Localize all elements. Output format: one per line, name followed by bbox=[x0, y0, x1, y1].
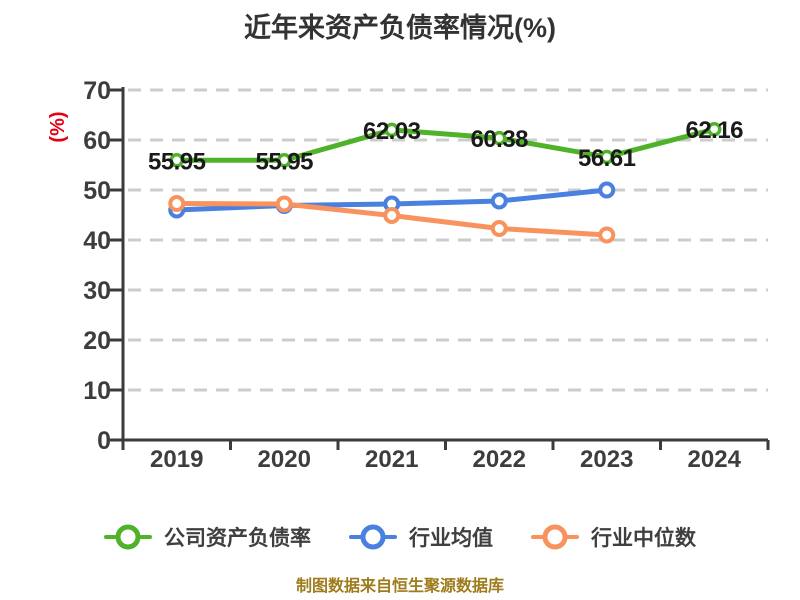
data-source-note: 制图数据来自恒生聚源数据库 bbox=[295, 578, 504, 595]
data-point-company-2019 bbox=[169, 153, 184, 168]
point-label-company-2022: 60.38 bbox=[470, 126, 528, 153]
x-tick-label-2020: 2020 bbox=[258, 446, 311, 473]
chart-title: 近年来资产负债率情况(%) bbox=[244, 13, 556, 43]
data-point-industry-mean-2022 bbox=[490, 192, 508, 210]
legend-item-industry-median: 行业中位数 bbox=[531, 522, 696, 552]
point-label-company-2021: 62.03 bbox=[363, 118, 421, 145]
y-tick-label-50: 50 bbox=[83, 177, 111, 205]
data-point-industry-mean-2023 bbox=[598, 181, 616, 199]
x-tick-label-2024: 2024 bbox=[688, 446, 742, 473]
data-point-company-2021 bbox=[384, 122, 399, 138]
legend-label-company: 公司资产负债率 bbox=[164, 527, 311, 550]
y-tick-label-20: 20 bbox=[83, 327, 111, 355]
point-label-company-2020: 55.95 bbox=[255, 148, 313, 175]
y-tick-label-30: 30 bbox=[83, 277, 111, 305]
data-point-company-2023 bbox=[599, 149, 614, 165]
industry-mean-line-marker-icon bbox=[349, 523, 397, 551]
data-point-company-2022 bbox=[492, 130, 507, 146]
legend: 公司资产负债率 行业均值 行业中位数 bbox=[0, 514, 800, 560]
industry-median-line-marker-icon bbox=[531, 523, 579, 551]
point-label-company-2023: 56.61 bbox=[578, 145, 636, 172]
x-tick-label-2021: 2021 bbox=[365, 446, 418, 473]
data-point-company-2024 bbox=[707, 121, 722, 137]
data-point-industry-median-2021 bbox=[383, 207, 401, 224]
legend-item-industry-mean: 行业均值 bbox=[349, 522, 493, 552]
data-point-industry-median-2019 bbox=[168, 195, 186, 212]
data-point-industry-median-2023 bbox=[598, 226, 616, 244]
x-tick-label-2019: 2019 bbox=[150, 446, 203, 473]
series-line-company bbox=[174, 126, 717, 163]
x-tick-label-2023: 2023 bbox=[580, 446, 633, 473]
legend-label-industry-median: 行业中位数 bbox=[591, 527, 696, 550]
y-tick-label-60: 60 bbox=[83, 127, 111, 155]
data-point-industry-median-2020 bbox=[275, 195, 293, 213]
y-tick-label-40: 40 bbox=[83, 227, 111, 255]
legend-label-industry-mean: 行业均值 bbox=[409, 527, 493, 550]
y-tick-label-10: 10 bbox=[83, 377, 111, 405]
point-label-company-2019: 55.95 bbox=[148, 148, 206, 175]
y-tick-label-70: 70 bbox=[83, 77, 111, 105]
company-line-marker-icon bbox=[104, 523, 152, 551]
data-point-company-2020 bbox=[277, 153, 292, 168]
x-tick-label-2022: 2022 bbox=[473, 446, 526, 473]
y-tick-label-0: 0 bbox=[97, 427, 111, 455]
data-point-industry-median-2022 bbox=[490, 220, 508, 237]
legend-item-company: 公司资产负债率 bbox=[104, 522, 311, 552]
point-label-company-2024: 62.16 bbox=[685, 117, 743, 144]
